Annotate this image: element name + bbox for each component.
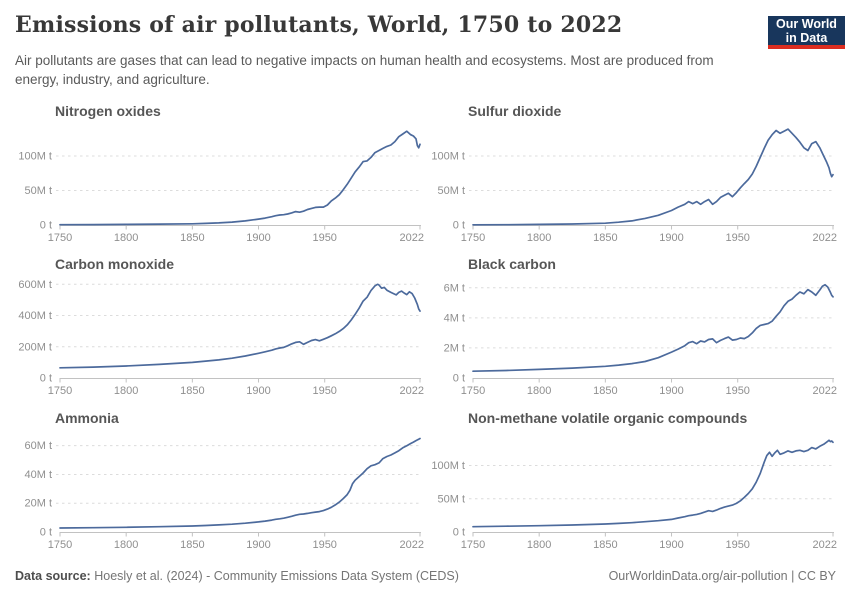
chart-canvas: 0 t 50M t 100M t 1750 1800 1850 1900 1950 2022 [431, 128, 837, 244]
y-axis-label: 0 t [40, 373, 52, 385]
x-axis-label: 1850 [593, 385, 617, 397]
x-axis-label: 1800 [527, 385, 551, 397]
y-axis-label: 100M t [431, 460, 465, 472]
y-axis-label: 40M t [24, 469, 52, 481]
chart-sulfur-dioxide: Sulfur dioxide 0 t 50M t 100M t 1750 1800 185… [413, 103, 845, 255]
x-axis-label: 2022 [813, 385, 837, 397]
data-line [472, 128, 834, 226]
y-axis-label: 100M t [18, 151, 52, 163]
chart-ammonia: Ammonia 0 t 20M t 40M t 60M t 1750 1800 1850 19… [0, 410, 432, 562]
x-axis-label: 1750 [461, 385, 485, 397]
footer-credit-link[interactable]: OurWorldinData.org/air-pollution | CC BY [608, 569, 836, 583]
y-axis-label: 0 t [453, 220, 465, 232]
x-axis-label: 1750 [48, 385, 72, 397]
x-axis-label: 1900 [246, 539, 270, 551]
data-line [59, 283, 421, 369]
x-axis-label: 1800 [114, 232, 138, 244]
chart-canvas: 0 t 200M t 400M t 600M t 1750 1800 1850 1900 195… [18, 279, 424, 397]
y-axis-label: 6M t [444, 282, 465, 294]
chart-canvas: 0 t 2M t 4M t 6M t 1750 1800 1850 1900 1950 2022 [444, 282, 837, 397]
y-axis-label: 0 t [453, 373, 465, 385]
owid-logo[interactable]: Our World in Data [768, 16, 845, 49]
y-axis-label: 0 t [40, 220, 52, 232]
x-axis-label: 1900 [246, 232, 270, 244]
y-axis-label: 0 t [453, 527, 465, 539]
page-title: Emissions of air pollutants, World, 1750… [15, 12, 623, 38]
x-axis-label: 1750 [48, 539, 72, 551]
data-line [59, 130, 421, 226]
x-axis-label: 1800 [527, 232, 551, 244]
x-axis-label: 2022 [813, 232, 837, 244]
chart-title: Ammonia [55, 410, 119, 426]
x-axis-label: 1800 [527, 539, 551, 551]
chart-title: Non-methane volatile organic compounds [468, 410, 748, 426]
x-axis-label: 1800 [114, 539, 138, 551]
x-axis-label: 1750 [48, 232, 72, 244]
x-axis-label: 1900 [659, 385, 683, 397]
x-axis-label: 1950 [725, 539, 749, 551]
x-axis-label: 1900 [246, 385, 270, 397]
x-axis-label: 1850 [593, 232, 617, 244]
x-axis-label: 1900 [659, 232, 683, 244]
owid-logo-line1: Our World [776, 16, 837, 31]
x-axis-label: 1850 [180, 539, 204, 551]
chart-title: Nitrogen oxides [55, 103, 161, 119]
x-axis-label: 2022 [813, 539, 837, 551]
y-axis-label: 50M t [24, 185, 52, 197]
y-axis-label: 0 t [40, 527, 52, 539]
x-axis-label: 2022 [400, 385, 424, 397]
chart-nmvoc: Non-methane volatile organic compounds 0… [413, 410, 845, 562]
x-axis-label: 1800 [114, 385, 138, 397]
x-axis-label: 1750 [461, 232, 485, 244]
y-axis-label: 200M t [18, 341, 52, 353]
x-axis-label: 1850 [593, 539, 617, 551]
data-line [472, 283, 834, 373]
y-axis-label: 60M t [24, 440, 52, 452]
x-axis-label: 1950 [725, 232, 749, 244]
chart-title: Carbon monoxide [55, 256, 175, 272]
y-axis-label: 20M t [24, 498, 52, 510]
chart-black-carbon: Black carbon 0 t 2M t 4M t 6M t 1750 1800 1850… [413, 256, 845, 408]
y-axis-label: 400M t [18, 310, 52, 322]
datasource-value: Hoesly et al. (2024) - Community Emissio… [94, 569, 459, 583]
data-line [472, 439, 834, 528]
y-axis-label: 100M t [431, 151, 465, 163]
chart-canvas: 0 t 20M t 40M t 60M t 1750 1800 1850 1900 1950 20… [24, 437, 424, 551]
chart-carbon-monoxide: Carbon monoxide 0 t 200M t 400M t 600M t 175… [0, 256, 432, 408]
x-axis-label: 1750 [461, 539, 485, 551]
chart-title: Black carbon [468, 256, 556, 272]
chart-nitrogen-oxides: Nitrogen oxides 0 t 50M t 100M t 1750 1800 18… [0, 103, 432, 255]
y-axis-label: 50M t [437, 493, 465, 505]
page-subtitle: Air pollutants are gases that can lead t… [15, 53, 714, 88]
datasource-label: Data source: [15, 569, 91, 583]
y-axis-label: 4M t [444, 312, 465, 324]
chart-canvas: 0 t 50M t 100M t 1750 1800 1850 1900 1950 2022 [431, 439, 837, 551]
x-axis-label: 2022 [400, 232, 424, 244]
x-axis-label: 1950 [312, 385, 336, 397]
x-axis-label: 1900 [659, 539, 683, 551]
x-axis-label: 1850 [180, 232, 204, 244]
x-axis-label: 2022 [400, 539, 424, 551]
y-axis-label: 2M t [444, 342, 465, 354]
y-axis-label: 50M t [437, 185, 465, 197]
x-axis-label: 1950 [312, 232, 336, 244]
chart-title: Sulfur dioxide [468, 103, 562, 119]
footer-datasource: Data source: Hoesly et al. (2024) - Comm… [15, 569, 459, 583]
x-axis-label: 1850 [180, 385, 204, 397]
owid-logo-line2: in Data [785, 30, 828, 45]
chart-canvas: 0 t 50M t 100M t 1750 1800 1850 1900 1950 2022 [18, 130, 424, 244]
x-axis-label: 1950 [312, 539, 336, 551]
data-line [59, 437, 421, 529]
x-axis-label: 1950 [725, 385, 749, 397]
y-axis-label: 600M t [18, 279, 52, 291]
